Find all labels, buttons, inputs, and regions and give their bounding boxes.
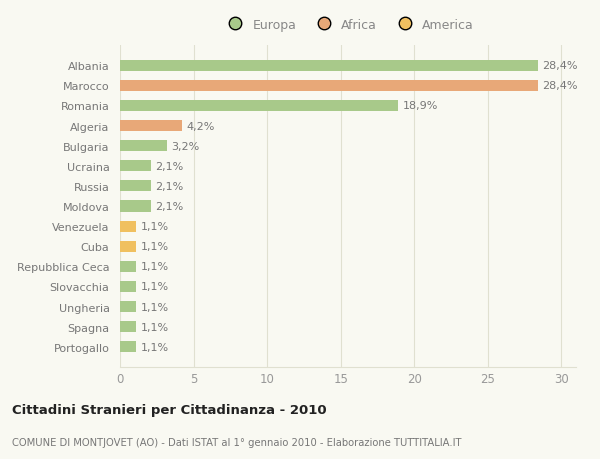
Text: 4,2%: 4,2% (186, 121, 215, 131)
Text: 1,1%: 1,1% (140, 342, 169, 352)
Bar (120, 121, 182, 132)
Text: 1,1%: 1,1% (140, 322, 169, 332)
Bar (120, 81, 538, 92)
Bar (120, 61, 538, 72)
Text: 28,4%: 28,4% (542, 81, 578, 91)
Text: Cittadini Stranieri per Cittadinanza - 2010: Cittadini Stranieri per Cittadinanza - 2… (12, 403, 326, 416)
Text: 2,1%: 2,1% (155, 162, 184, 171)
Bar (120, 241, 136, 252)
Bar (120, 261, 136, 272)
Text: 1,1%: 1,1% (140, 242, 169, 252)
Bar (120, 101, 398, 112)
Bar (120, 201, 151, 212)
Text: 1,1%: 1,1% (140, 262, 169, 272)
Text: 2,1%: 2,1% (155, 202, 184, 212)
Bar (120, 302, 136, 313)
Bar (120, 181, 151, 192)
Text: COMUNE DI MONTJOVET (AO) - Dati ISTAT al 1° gennaio 2010 - Elaborazione TUTTITAL: COMUNE DI MONTJOVET (AO) - Dati ISTAT al… (12, 437, 461, 447)
Bar (120, 161, 151, 172)
Text: 2,1%: 2,1% (155, 181, 184, 191)
Legend: Europa, Africa, America: Europa, Africa, America (217, 14, 479, 37)
Bar (120, 221, 136, 232)
Bar (120, 141, 167, 152)
Text: 28,4%: 28,4% (542, 61, 578, 71)
Text: 18,9%: 18,9% (403, 101, 438, 111)
Text: 1,1%: 1,1% (140, 282, 169, 292)
Text: 1,1%: 1,1% (140, 302, 169, 312)
Bar (120, 321, 136, 332)
Bar (120, 341, 136, 353)
Text: 3,2%: 3,2% (172, 141, 200, 151)
Text: 1,1%: 1,1% (140, 222, 169, 232)
Bar (120, 281, 136, 292)
